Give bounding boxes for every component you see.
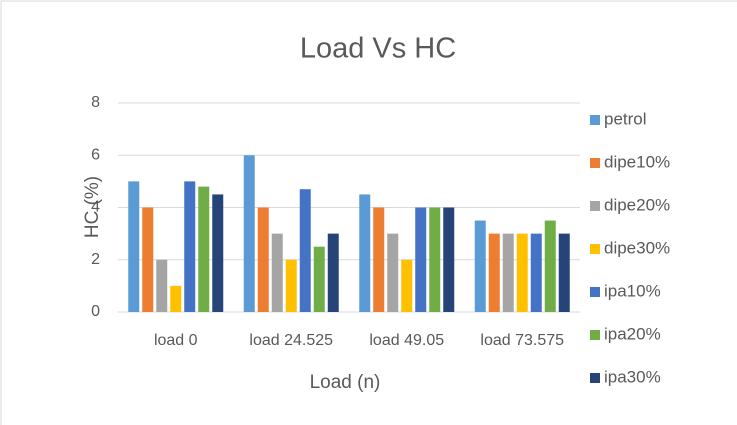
y-tick-label: 6 — [91, 146, 100, 163]
legend-swatch — [590, 244, 600, 254]
bar — [243, 155, 255, 312]
x-tick-label: load 73.575 — [480, 332, 564, 349]
bar — [474, 220, 486, 312]
y-tick-label: 2 — [91, 251, 100, 268]
bar — [558, 233, 570, 312]
bar — [359, 194, 371, 312]
bar — [170, 285, 182, 312]
x-tick-label: load 0 — [154, 332, 198, 349]
y-axis-label: HC (%) — [82, 176, 103, 238]
bar — [415, 207, 427, 312]
bar — [429, 207, 441, 312]
legend-label: ipa30% — [604, 367, 661, 386]
x-tick-label: load 49.05 — [369, 332, 444, 349]
bar — [313, 246, 325, 312]
legend-label: ipa20% — [604, 324, 661, 343]
bar — [212, 194, 224, 312]
bar — [387, 233, 399, 312]
bar — [257, 207, 269, 312]
legend-label: ipa10% — [604, 281, 661, 300]
y-tick-label: 4 — [91, 199, 100, 216]
bar — [443, 207, 455, 312]
x-tick-label: load 24.525 — [249, 332, 333, 349]
legend-swatch — [590, 287, 600, 297]
bar — [544, 220, 556, 312]
bar — [184, 181, 196, 312]
bar — [373, 207, 385, 312]
bar — [327, 233, 339, 312]
legend-swatch — [590, 373, 600, 383]
x-axis-label: Load (n) — [310, 372, 381, 393]
y-tick-label: 8 — [91, 94, 100, 111]
legend-swatch — [590, 330, 600, 340]
legend-swatch — [590, 115, 600, 125]
bar — [488, 233, 500, 312]
bar — [401, 259, 413, 312]
bar — [271, 233, 283, 312]
legend-swatch — [590, 201, 600, 211]
bar — [198, 186, 210, 312]
legend-label: dipe10% — [604, 152, 670, 171]
bar — [299, 189, 311, 312]
bar — [142, 207, 154, 312]
legend-label: petrol — [604, 109, 647, 128]
legend-swatch — [590, 158, 600, 168]
bar — [128, 181, 140, 312]
chart-title: Load Vs HC — [300, 33, 456, 65]
bar — [156, 259, 168, 312]
y-tick-label: 0 — [91, 303, 100, 320]
bar — [516, 233, 528, 312]
legend-label: dipe30% — [604, 238, 670, 257]
bar — [285, 259, 297, 312]
bar — [502, 233, 514, 312]
legend-label: dipe20% — [604, 195, 670, 214]
bar — [530, 233, 542, 312]
